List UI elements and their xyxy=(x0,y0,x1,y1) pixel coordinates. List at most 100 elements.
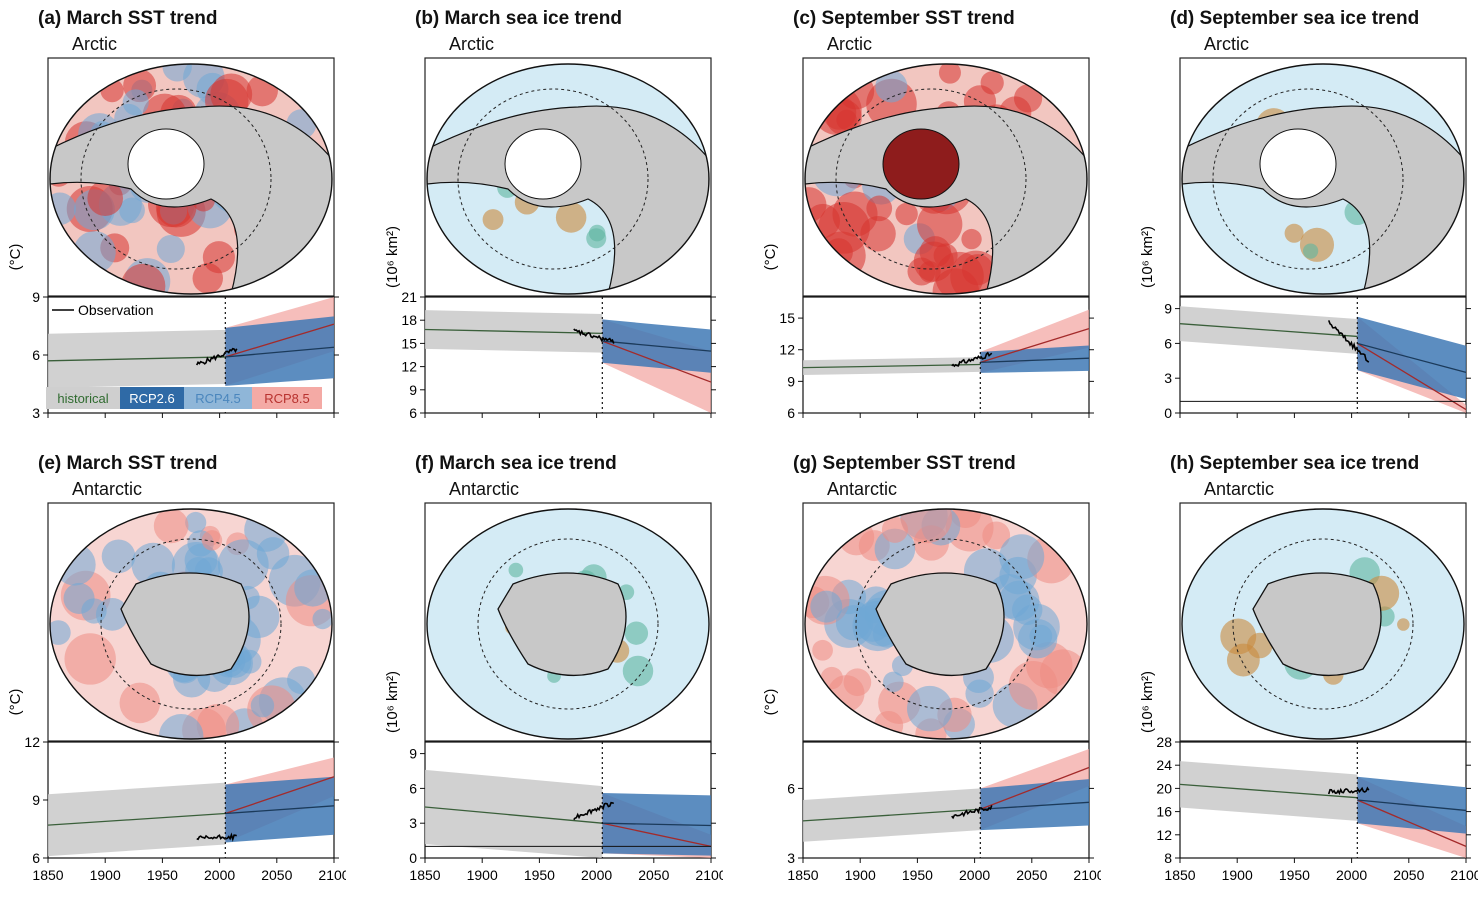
timeseries-plot: 8 12 16 20 24 28 1850 1900 1950 2000 2050 2100 year (… xyxy=(1140,671,1478,890)
series-line-rcp8.5 xyxy=(1357,799,1467,847)
latitude-circle xyxy=(855,538,1037,710)
y-tick-label: 6 xyxy=(409,405,417,421)
band-rcp2.6 xyxy=(225,316,334,386)
timeseries-plot: 6 9 12 15 18 21(10⁶ km²) xyxy=(385,226,716,421)
land-mass xyxy=(1182,105,1464,294)
panel-graphic: 6 9 12 15 (°C) xyxy=(763,57,1094,421)
latitude-circle xyxy=(80,88,272,270)
map-boundary xyxy=(804,63,1088,295)
y-tick-label: 3 xyxy=(32,405,40,421)
y-tick-label: 6 xyxy=(1164,335,1172,351)
y-axis-label: (10⁶ km²) xyxy=(385,671,401,733)
x-tick-label: 1900 xyxy=(467,867,498,883)
series-line-rcp2.6 xyxy=(602,340,712,352)
map-boundary xyxy=(1181,508,1465,740)
x-tick-label: 2050 xyxy=(1016,867,1047,883)
polar-map xyxy=(47,502,335,742)
legend-swatch-rcp4.5 xyxy=(184,387,252,409)
y-tick-label: 6 xyxy=(409,780,417,796)
x-tick-label: 2050 xyxy=(1393,867,1424,883)
panel-region: Arctic xyxy=(827,34,872,54)
y-tick-label: 12 xyxy=(1156,827,1172,843)
x-tick-label: 1850 xyxy=(1164,867,1195,883)
panel-region: Arctic xyxy=(72,34,117,54)
panel-graphic: 0 3 6 9 (10⁶ km²) xyxy=(1140,57,1471,421)
y-tick-label: 15 xyxy=(779,310,795,326)
band-rcp2.6 xyxy=(980,345,1089,373)
y-tick-label: 16 xyxy=(1156,804,1172,820)
y-tick-label: 9 xyxy=(409,746,417,762)
y-axis-label: (10⁶ km²) xyxy=(1140,671,1156,733)
y-axis-label: (°C) xyxy=(763,689,779,716)
panel-title: (c) September SST trend xyxy=(793,8,1015,29)
x-tick-label: 2000 xyxy=(204,867,235,883)
series-line-rcp2.6 xyxy=(225,346,335,358)
y-tick-label: 3 xyxy=(787,850,795,866)
observation-line xyxy=(951,805,993,820)
land-mass xyxy=(50,105,332,294)
x-tick-label: 1950 xyxy=(147,867,178,883)
observation-line xyxy=(1327,786,1370,796)
land-mass xyxy=(805,105,1087,294)
y-tick-label: 12 xyxy=(24,734,40,750)
x-tick-label: 1950 xyxy=(524,867,555,883)
panel-region: Antarctic xyxy=(827,479,898,499)
latitude-circle xyxy=(1232,538,1414,710)
x-tick-label: 2000 xyxy=(581,867,612,883)
y-tick-label: 6 xyxy=(787,780,795,796)
y-axis-label: (°C) xyxy=(8,689,24,716)
y-tick-label: 12 xyxy=(401,359,417,375)
series-line-rcp2.6 xyxy=(1357,342,1467,374)
timeseries-plot: 3 6 9 (°C) Observation historical RCP2.6 RCP4.5… xyxy=(8,244,339,421)
y-tick-label: 6 xyxy=(32,347,40,363)
observation-line xyxy=(951,351,993,368)
series-line-rcp8.5 xyxy=(980,766,1090,810)
map-boundary xyxy=(804,508,1088,740)
panel-a: (a) March SST trend Arctic 3 6 9 (°C) Observat… xyxy=(8,0,346,445)
y-tick-label: 28 xyxy=(1156,734,1172,750)
panel-graphic: 6 9 12 1850 1900 1950 2000 2050 2100 year (°C) xyxy=(8,502,346,890)
y-tick-label: 9 xyxy=(409,382,417,398)
x-tick-label: 2100 xyxy=(695,867,723,883)
x-axis-label: year xyxy=(947,889,975,890)
panel-title: (g) September SST trend xyxy=(793,453,1016,474)
panel-g: (g) September SST trend Antarctic 3 6 1850 19… xyxy=(763,445,1101,890)
polar-map xyxy=(1179,502,1467,742)
band-rcp2.6 xyxy=(980,779,1089,831)
legend-swatch-rcp2.6 xyxy=(120,387,184,409)
series-line-rcp2.6 xyxy=(980,801,1090,810)
legend-swatch-historical xyxy=(46,387,120,409)
y-tick-label: 0 xyxy=(1164,405,1172,421)
y-tick-label: 8 xyxy=(1164,850,1172,866)
panel-region: Antarctic xyxy=(72,479,143,499)
legend-observation-label: Observation xyxy=(78,302,153,318)
legend-swatch-rcp8.5 xyxy=(252,387,322,409)
legend-label-rcp4.5: RCP4.5 xyxy=(195,391,241,406)
legend-label-rcp2.6: RCP2.6 xyxy=(129,391,175,406)
map-boundary xyxy=(426,508,710,740)
timeseries-plot: 6 9 12 15 (°C) xyxy=(763,244,1094,421)
y-tick-label: 3 xyxy=(1164,370,1172,386)
y-tick-label: 9 xyxy=(1164,301,1172,317)
series-line-historical xyxy=(802,808,981,822)
panel-b: (b) March sea ice trend Arctic 6 9 12 15 18 21(… xyxy=(385,0,723,445)
timeseries-plot: 6 9 12 1850 1900 1950 2000 2050 2100 year (°C) xyxy=(8,689,346,890)
latitude-circle xyxy=(1212,88,1404,270)
series-line-historical xyxy=(424,806,603,824)
y-tick-label: 12 xyxy=(779,342,795,358)
series-line-rcp8.5 xyxy=(225,776,335,815)
panel-e: (e) March SST trend Antarctic 6 9 12 1850 1900… xyxy=(8,445,346,890)
series-line-rcp8.5 xyxy=(980,328,1090,364)
series-line-rcp8.5 xyxy=(602,822,712,848)
observation-line xyxy=(573,328,615,344)
panel-graphic: 6 9 12 15 18 21(10⁶ km²) xyxy=(385,57,716,421)
panel-title: (a) March SST trend xyxy=(38,8,218,29)
y-tick-label: 9 xyxy=(787,373,795,389)
y-tick-label: 21 xyxy=(401,289,417,305)
y-tick-label: 20 xyxy=(1156,780,1172,796)
y-axis-label: (°C) xyxy=(763,244,779,271)
legend-label-rcp8.5: RCP8.5 xyxy=(264,391,310,406)
panel-c: (c) September SST trend Arctic 6 9 12 15 (°C) xyxy=(763,0,1101,445)
band-historical xyxy=(425,769,603,858)
x-tick-label: 2100 xyxy=(1073,867,1101,883)
